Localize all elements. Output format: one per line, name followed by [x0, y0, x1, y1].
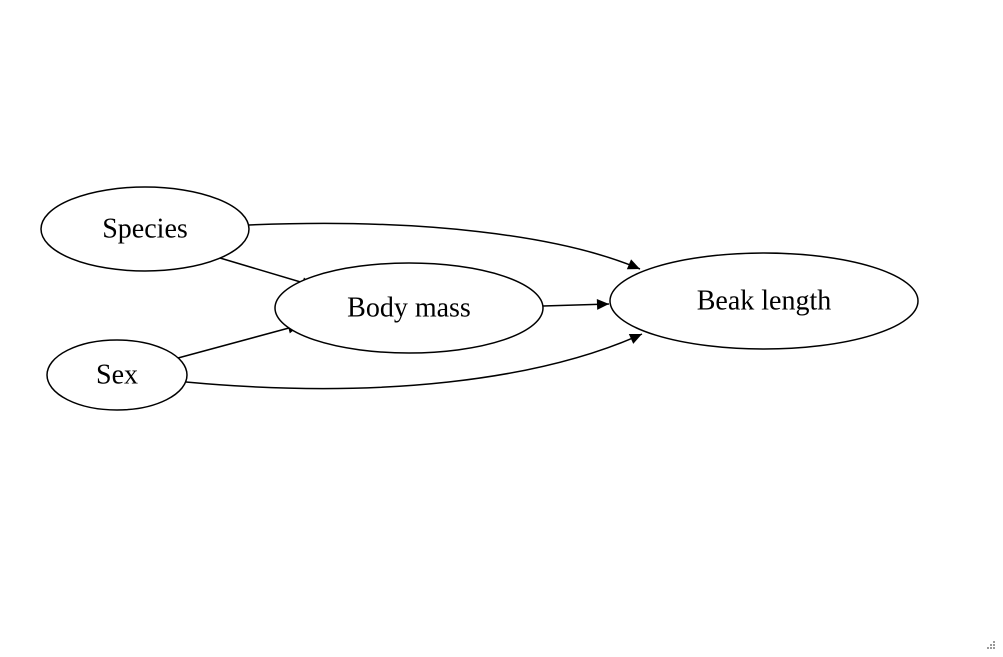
node-bodymass: Body mass [275, 263, 543, 353]
node-species: Species [41, 187, 249, 271]
node-label-beaklength: Beak length [697, 285, 832, 316]
node-label-sex: Sex [96, 359, 138, 390]
node-sex: Sex [47, 340, 187, 410]
causal-diagram: Species Sex Body mass Beak length [0, 0, 1003, 657]
node-label-species: Species [102, 213, 188, 244]
node-beaklength: Beak length [610, 253, 918, 349]
node-label-bodymass: Body mass [347, 292, 471, 323]
